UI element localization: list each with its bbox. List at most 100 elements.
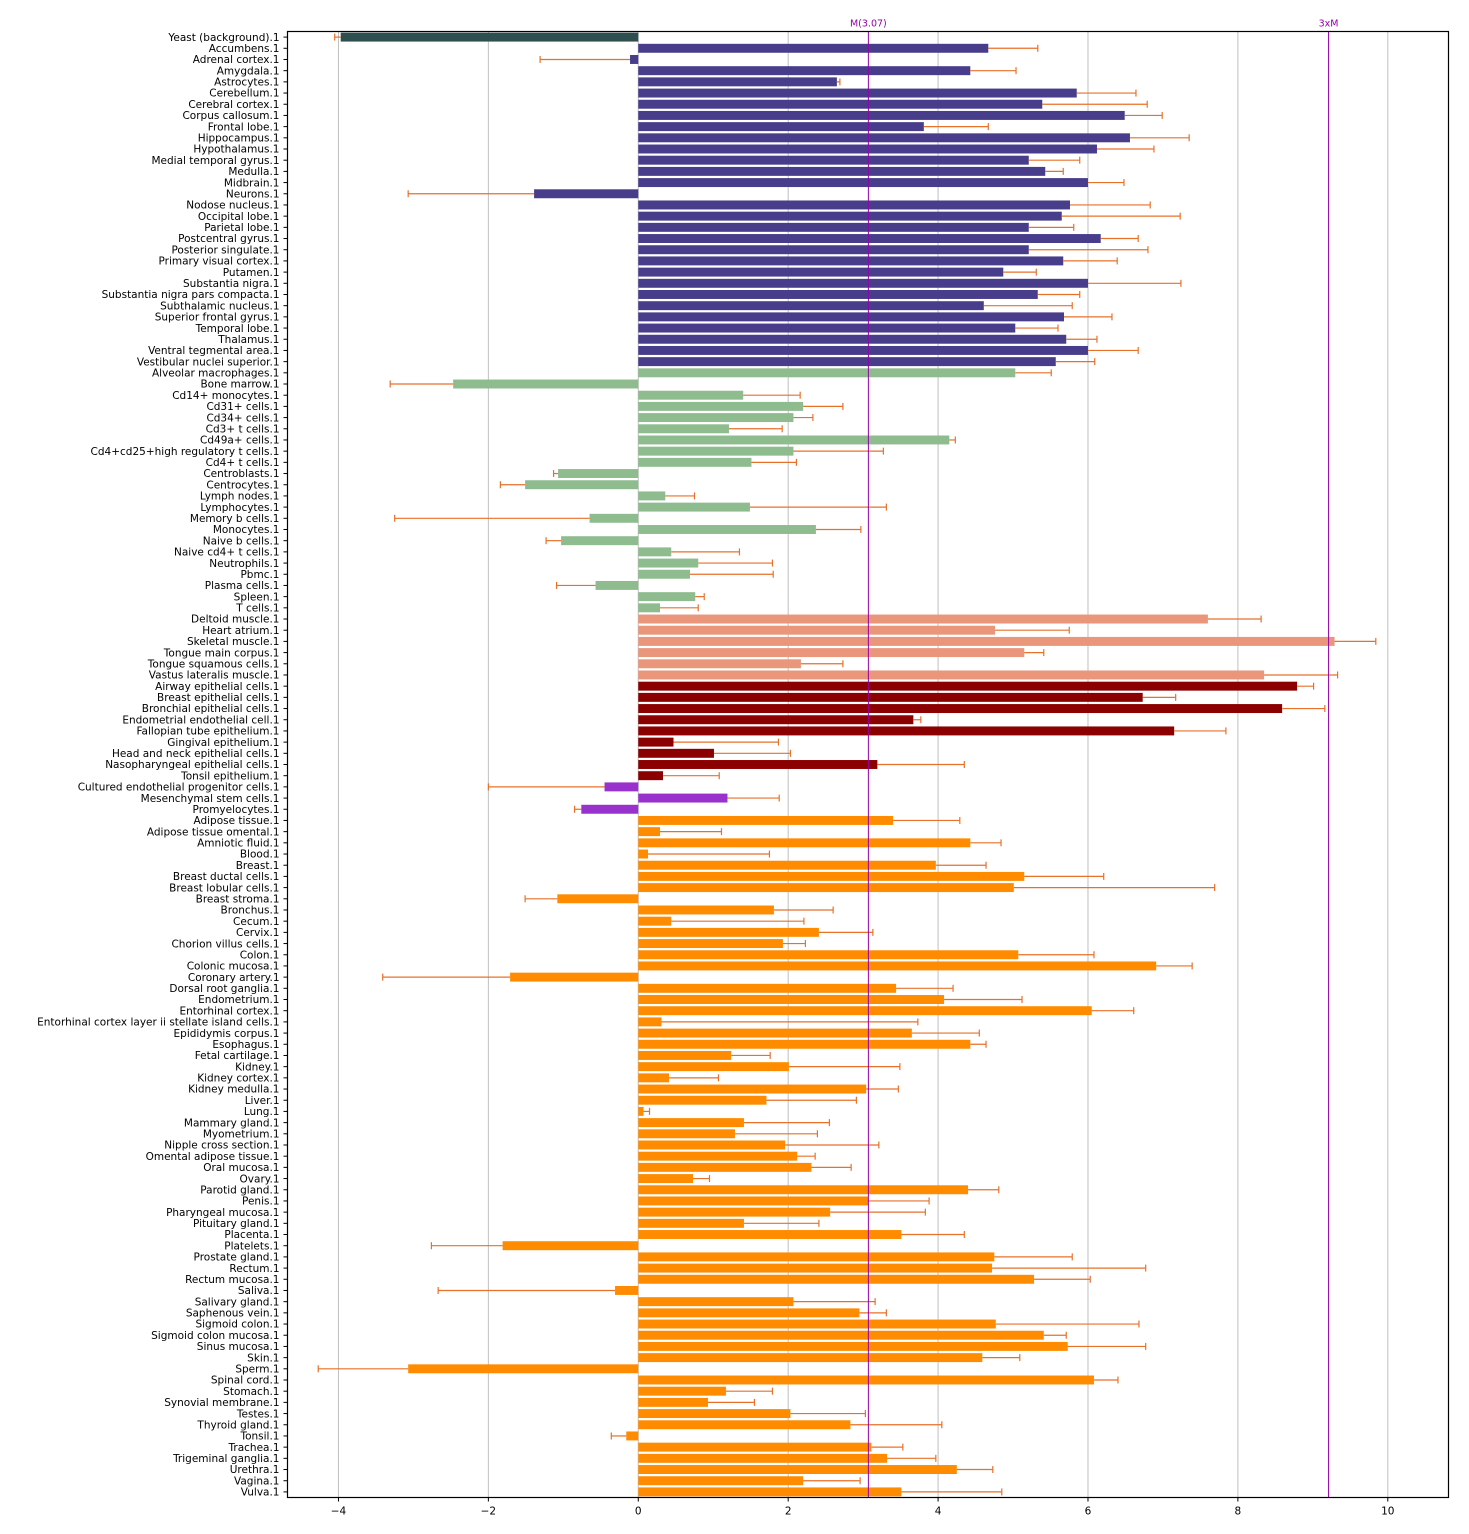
y-tick-label: Kidney cortex.1 (197, 1073, 279, 1085)
y-tick-label: Kidney.1 (235, 1061, 279, 1073)
bar (408, 1364, 639, 1374)
bar (638, 1274, 1035, 1284)
bar (638, 1319, 996, 1329)
y-tick-label: Stomach.1 (223, 1386, 279, 1398)
x-tick-label: 6 (1085, 1506, 1092, 1518)
bar (638, 1397, 708, 1407)
y-tick-label: Cd31+ cells.1 (206, 401, 279, 413)
y-tick-label: Postcentral gyrus.1 (178, 233, 279, 245)
error-bars (317, 33, 1377, 1496)
y-tick-label: Deltoid muscle.1 (191, 614, 279, 626)
y-tick-label: Colon.1 (240, 949, 280, 961)
bar (638, 760, 878, 769)
bar (638, 1084, 867, 1094)
y-tick-label: Sinus mucosa.1 (197, 1341, 280, 1353)
bar (638, 927, 819, 937)
bar (638, 1039, 971, 1049)
y-tick-label: Tonsil.1 (239, 1431, 279, 1443)
bar (510, 972, 639, 982)
y-tick-label: Bone marrow.1 (200, 379, 279, 391)
bar (638, 715, 914, 725)
bar (638, 681, 1298, 691)
bar (638, 122, 924, 132)
bar (638, 827, 661, 837)
y-tick-label: Corpus callosum.1 (182, 110, 279, 122)
y-tick-label: Thyroid gland.1 (196, 1419, 279, 1431)
y-tick-label: Sperm.1 (235, 1364, 279, 1376)
bar (638, 1476, 804, 1486)
bar (638, 1162, 812, 1172)
bar (638, 1050, 732, 1060)
bar (638, 1218, 744, 1228)
bars (340, 32, 1335, 1497)
bar (638, 1095, 767, 1105)
y-tick-label: Lymph nodes.1 (200, 491, 280, 503)
y-tick-label: Synovial membrane.1 (164, 1397, 279, 1409)
y-tick-label: Skin.1 (247, 1352, 279, 1364)
y-tick-label: Head and neck epithelial cells.1 (112, 748, 280, 760)
y-tick-label: Penis.1 (242, 1196, 279, 1208)
bar (581, 804, 639, 814)
y-tick-label: Lymphocytes.1 (200, 502, 279, 514)
bar (638, 1375, 1094, 1385)
y-tick-label: Amniotic fluid.1 (197, 838, 279, 850)
bar (638, 345, 1088, 355)
y-tick-label: Entorhinal cortex layer ii stellate isla… (37, 1017, 279, 1029)
y-tick-label: Spleen.1 (234, 591, 280, 603)
y-tick-label: Cecum.1 (233, 916, 279, 928)
bar (638, 1330, 1044, 1340)
bar (638, 614, 1208, 624)
bar (638, 939, 783, 949)
y-tick-label: Accumbens.1 (209, 43, 280, 55)
bar (638, 625, 996, 635)
bar (638, 234, 1101, 244)
bar (561, 536, 639, 546)
bar (638, 592, 696, 602)
y-tick-label: Astrocytes.1 (214, 77, 279, 89)
bar (595, 580, 639, 590)
y-tick-label: Naive b cells.1 (203, 535, 280, 547)
y-tick-label: Placenta.1 (224, 1229, 279, 1241)
y-tick-label: Pbmc.1 (240, 569, 279, 581)
y-tick-label: Endometrium.1 (198, 994, 279, 1006)
bar (638, 390, 744, 400)
bar (638, 737, 674, 747)
y-tick-label: Superior frontal gyrus.1 (155, 312, 280, 324)
y-tick-label: Subthalamic nucleus.1 (160, 300, 279, 312)
bar (638, 502, 750, 512)
y-tick-label: Thalamus.1 (217, 334, 279, 346)
bar (638, 525, 816, 534)
bar (638, 1017, 662, 1027)
y-tick-label: Vestibular nuclei superior.1 (137, 356, 280, 368)
y-tick-label: Myometrium.1 (203, 1128, 280, 1140)
bar (638, 648, 1025, 658)
y-tick-label: Alveolar macrophages.1 (152, 368, 280, 380)
bar (638, 211, 1062, 221)
bar (638, 1006, 1092, 1016)
bar (638, 222, 1029, 232)
bar (638, 1062, 789, 1072)
bar (638, 424, 729, 434)
y-tick-label: Gingival epithelium.1 (167, 737, 279, 749)
y-tick-label: Centroblasts.1 (203, 468, 279, 480)
bar (638, 256, 1064, 266)
y-tick-label: Cd49a+ cells.1 (200, 435, 279, 447)
y-tick-label: Saliva.1 (238, 1285, 280, 1297)
bar (638, 636, 1335, 646)
y-tick-label: Coronary artery.1 (188, 972, 280, 984)
bar (630, 55, 639, 64)
y-tick-label: Yeast (background).1 (167, 32, 279, 44)
y-tick-label: Breast.1 (236, 860, 280, 872)
y-tick-label: Hippocampus.1 (198, 133, 280, 145)
bar (638, 815, 894, 825)
y-tick-label: Heart atrium.1 (202, 625, 279, 637)
bar (558, 469, 639, 479)
y-tick-label: Substantia nigra pars compacta.1 (102, 289, 280, 301)
bar (638, 569, 690, 579)
y-tick-label: Tongue main corpus.1 (163, 647, 280, 659)
bar (638, 1106, 644, 1116)
bar (525, 480, 639, 490)
bar (638, 1263, 993, 1273)
bar (638, 916, 672, 926)
y-tick-label: Esophagus.1 (212, 1039, 279, 1051)
